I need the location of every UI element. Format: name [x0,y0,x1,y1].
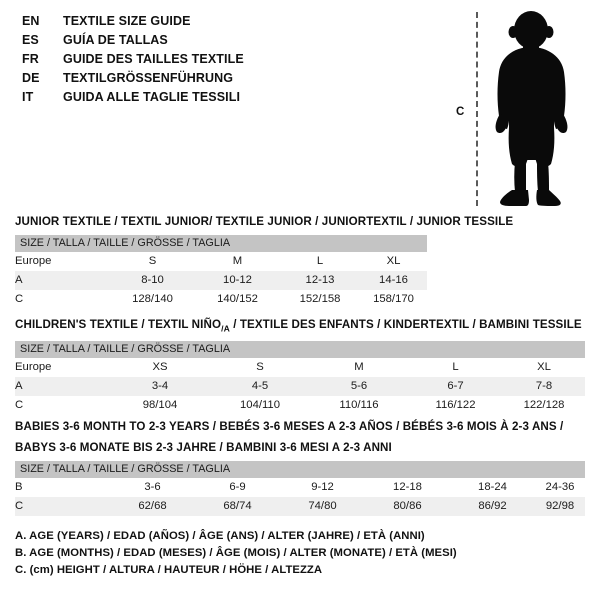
language-code-es: ES [22,33,39,47]
table-row: A 8-10 10-12 12-13 14-16 [15,271,427,290]
size-table-children: SIZE / TALLA / TAILLE / GRÖSSE / TAGLIA … [15,341,585,416]
section-title-children-tail: / TEXTILE DES ENFANTS / KINDERTEXTIL / B… [229,318,582,331]
table-cell: 4-5 [210,377,310,397]
table-row: Europe S M L XL [15,252,427,271]
legend-line-b: B. AGE (MONTHS) / EDAD (MESES) / ÂGE (MO… [15,547,457,559]
section-title-children: CHILDREN'S TEXTILE / TEXTIL NIÑO/A / TEX… [15,317,585,336]
table-cell: 3-4 [110,377,210,397]
table-cell: 74/80 [280,497,365,516]
section-title-babies-line2: BABYS 3-6 MONATE BIS 2-3 JAHRE / BAMBINI… [15,441,392,454]
section-title-babies-line1: BABIES 3-6 MONTH TO 2-3 YEARS / BEBÉS 3-… [15,420,564,433]
legend-block: A. AGE (YEARS) / EDAD (AÑOS) / ÂGE (ANS)… [15,528,575,579]
table-cell: 6-9 [195,478,280,497]
row-label: C [15,497,110,516]
language-title-en: TEXTILE SIZE GUIDE [63,14,191,28]
table-cell: M [195,252,280,271]
table-band-header-children: SIZE / TALLA / TAILLE / GRÖSSE / TAGLIA [15,341,585,359]
height-figure: C [448,8,593,208]
row-label: A [15,377,110,397]
table-cell: 86/92 [450,497,535,516]
table-cell: 62/68 [110,497,195,516]
legend-line-c: C. (cm) HEIGHT / ALTURA / HAUTEUR / HÖHE… [15,564,323,576]
table-cell: 80/86 [365,497,450,516]
table-cell: L [408,358,503,378]
table-cell: 98/104 [110,396,210,416]
band-header-label: SIZE / TALLA / TAILLE / GRÖSSE / TAGLIA [15,341,585,359]
table-cell: 152/158 [280,290,360,309]
table-row: C 128/140 140/152 152/158 158/170 [15,290,427,309]
language-row-es: ES GUÍA DE TALLAS [22,31,322,50]
size-table-junior: SIZE / TALLA / TAILLE / GRÖSSE / TAGLIA … [15,235,427,309]
table-row: C 98/104 104/110 110/116 116/122 122/128 [15,396,585,416]
table-cell: 6-7 [408,377,503,397]
language-row-it: IT GUIDA ALLE TAGLIE TESSILI [22,88,322,107]
table-cell: 68/74 [195,497,280,516]
table-row: B 3-6 6-9 9-12 12-18 18-24 24-36 [15,478,585,497]
row-label: Europe [15,252,110,271]
table-cell: L [280,252,360,271]
table-cell: 14-16 [360,271,427,290]
band-header-label: SIZE / TALLA / TAILLE / GRÖSSE / TAGLIA [15,235,427,252]
language-row-fr: FR GUIDE DES TAILLES TEXTILE [22,50,322,69]
table-cell: 9-12 [280,478,365,497]
table-cell: 10-12 [195,271,280,290]
section-babies-textile: BABIES 3-6 MONTH TO 2-3 YEARS / BEBÉS 3-… [15,419,585,516]
table-cell: 5-6 [310,377,408,397]
table-cell: S [210,358,310,378]
table-cell: 122/128 [503,396,585,416]
table-cell: 24-36 [535,478,585,497]
table-row: C 62/68 68/74 74/80 80/86 86/92 92/98 [15,497,585,516]
table-cell: 8-10 [110,271,195,290]
section-childrens-textile: CHILDREN'S TEXTILE / TEXTIL NIÑO/A / TEX… [15,317,585,416]
section-title-children-main: CHILDREN'S TEXTILE / TEXTIL NIÑO [15,318,222,331]
size-table-babies: SIZE / TALLA / TAILLE / GRÖSSE / TAGLIA … [15,461,585,516]
height-measure-label: C [456,106,465,118]
table-cell: XL [503,358,585,378]
language-row-de: DE TEXTILGRÖSSENFÜHRUNG [22,69,322,88]
language-code-it: IT [22,90,34,104]
row-label: B [15,478,110,497]
section-junior-textile: JUNIOR TEXTILE / TEXTIL JUNIOR/ TEXTILE … [15,214,513,309]
language-title-it: GUIDA ALLE TAGLIE TESSILI [63,90,241,104]
table-cell: 158/170 [360,290,427,309]
table-cell: XS [110,358,210,378]
row-label: Europe [15,358,110,378]
toddler-silhouette-icon [495,11,568,206]
table-cell: 3-6 [110,478,195,497]
language-code-fr: FR [22,52,39,66]
table-cell: 104/110 [210,396,310,416]
table-row: Europe XS S M L XL [15,358,585,378]
row-label: C [15,396,110,416]
table-cell: 7-8 [503,377,585,397]
table-cell: 92/98 [535,497,585,516]
row-label: A [15,271,110,290]
band-header-label: SIZE / TALLA / TAILLE / GRÖSSE / TAGLIA [15,461,585,478]
table-cell: S [110,252,195,271]
table-cell: 12-18 [365,478,450,497]
table-cell: 128/140 [110,290,195,309]
table-cell: 140/152 [195,290,280,309]
legend-line-a: A. AGE (YEARS) / EDAD (AÑOS) / ÂGE (ANS)… [15,530,425,542]
height-measure-dashed-line [476,12,478,206]
language-code-en: EN [22,14,40,28]
section-title-children-sub: /A [221,323,230,334]
table-cell: 18-24 [450,478,535,497]
table-band-header-babies: SIZE / TALLA / TAILLE / GRÖSSE / TAGLIA [15,461,585,478]
table-cell: 110/116 [310,396,408,416]
table-band-header-junior: SIZE / TALLA / TAILLE / GRÖSSE / TAGLIA [15,235,427,252]
language-title-de: TEXTILGRÖSSENFÜHRUNG [63,71,234,85]
table-cell: M [310,358,408,378]
language-title-fr: GUIDE DES TAILLES TEXTILE [63,52,244,66]
language-title-block: EN TEXTILE SIZE GUIDE ES GUÍA DE TALLAS … [22,12,322,107]
row-label: C [15,290,110,309]
table-cell: XL [360,252,427,271]
table-row: A 3-4 4-5 5-6 6-7 7-8 [15,377,585,397]
language-title-es: GUÍA DE TALLAS [63,33,168,47]
table-cell: 12-13 [280,271,360,290]
table-cell: 116/122 [408,396,503,416]
section-title-junior: JUNIOR TEXTILE / TEXTIL JUNIOR/ TEXTILE … [15,215,514,228]
language-row-en: EN TEXTILE SIZE GUIDE [22,12,322,31]
language-code-de: DE [22,71,40,85]
